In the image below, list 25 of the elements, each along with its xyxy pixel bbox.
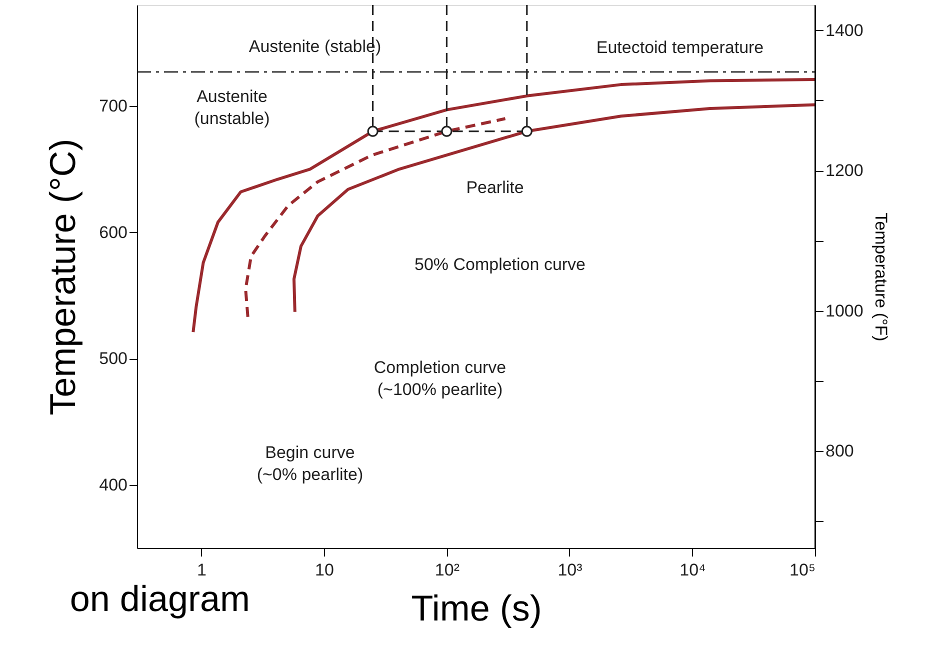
annotation: Eutectoid temperature [596, 38, 764, 57]
y-tick-label: 600 [99, 222, 128, 242]
x-axis-title: Time (s) [411, 588, 542, 628]
x-tick-label: 10² [434, 560, 460, 580]
y-tick-label: 700 [99, 96, 128, 116]
x-tick-label: 10⁵ [790, 560, 816, 580]
annotation: Begin curve (~0% pearlite) [256, 443, 364, 484]
x-tick-label: 10 [314, 560, 334, 580]
y-tick-label: 500 [99, 349, 128, 368]
annotation: 50% Completion curve [414, 255, 586, 274]
annotation: Completion curve (~100% pearlite) [374, 358, 506, 399]
y-axis-title: Temperature (°C) [42, 138, 84, 416]
text: on diagram [70, 578, 250, 619]
y2-tick-label: 800 [826, 442, 854, 461]
x-tick-label: 10⁴ [680, 560, 706, 580]
y2-axis-title: Temperature (°F) [871, 212, 890, 342]
y-tick-label: 400 [99, 475, 128, 494]
annotation: Austenite (unstable) [194, 87, 270, 128]
annotation: Austenite (stable) [248, 37, 382, 56]
annotation: Pearlite [466, 178, 524, 197]
x-tick-label: 1 [196, 560, 206, 580]
y2-tick-label: 1000 [826, 301, 864, 320]
y2-tick-label: 1200 [826, 161, 864, 180]
y2-tick-label: 1400 [826, 20, 864, 40]
x-tick-label: 10³ [558, 560, 583, 580]
